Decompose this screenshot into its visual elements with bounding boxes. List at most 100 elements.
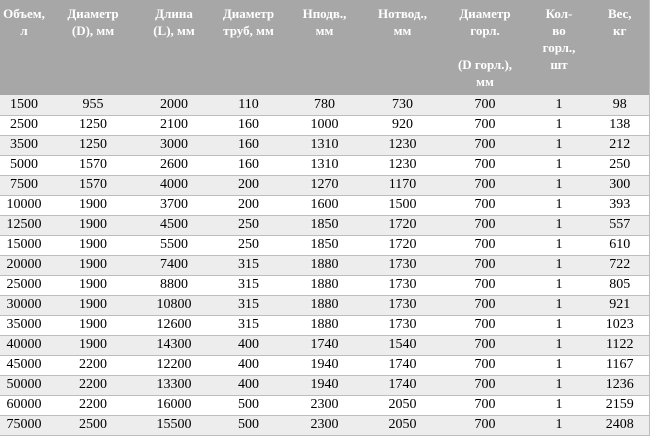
table-cell: 1500 <box>0 95 48 116</box>
table-row: 12500 1900 4500 250 1850 1720 700 1 557 <box>0 215 649 236</box>
table-cell: 700 <box>443 375 527 396</box>
table-cell: 75000 <box>0 415 48 436</box>
table-cell: 200 <box>210 175 287 196</box>
table-cell: 1 <box>527 175 591 196</box>
table-cell: 1900 <box>48 235 138 256</box>
table-cell: 1740 <box>287 335 362 356</box>
table-cell: 13300 <box>138 375 210 396</box>
table-row: 40000 1900 14300 400 1740 1540 700 1 1122 <box>0 335 649 356</box>
table-cell: 1 <box>527 395 591 416</box>
table-cell: 4500 <box>138 215 210 236</box>
table-cell: 1880 <box>287 295 362 316</box>
table-cell: 700 <box>443 135 527 156</box>
table-cell: 700 <box>443 155 527 176</box>
table-cell: 160 <box>210 135 287 156</box>
table-cell: 110 <box>210 95 287 116</box>
column-header-2: Длина (L), мм <box>138 0 210 95</box>
table-cell: 1500 <box>362 195 443 216</box>
table-row: 1500 955 2000 110 780 730 700 1 98 <box>0 95 649 116</box>
table-cell: 12500 <box>0 215 48 236</box>
table-row: 20000 1900 7400 315 1880 1730 700 1 722 <box>0 255 649 276</box>
table-row: 30000 1900 10800 315 1880 1730 700 1 921 <box>0 295 649 316</box>
table-cell: 1170 <box>362 175 443 196</box>
table-cell: 700 <box>443 215 527 236</box>
table-cell: 16000 <box>138 395 210 416</box>
table-row: 3500 1250 3000 160 1310 1230 700 1 212 <box>0 135 649 156</box>
table-body: 1500 955 2000 110 780 730 700 1 98 2500 1250 2100 16… <box>0 95 649 436</box>
table-cell: 610 <box>591 235 649 256</box>
table-cell: 400 <box>210 335 287 356</box>
table-cell: 920 <box>362 115 443 136</box>
table-cell: 700 <box>443 335 527 356</box>
table-cell: 5000 <box>0 155 48 176</box>
table-cell: 700 <box>443 255 527 276</box>
table-cell: 200 <box>210 195 287 216</box>
table-cell: 5500 <box>138 235 210 256</box>
table-cell: 1900 <box>48 195 138 216</box>
table-cell: 1250 <box>48 135 138 156</box>
table-cell: 10800 <box>138 295 210 316</box>
table-cell: 138 <box>591 115 649 136</box>
table-cell: 730 <box>362 95 443 116</box>
table-cell: 315 <box>210 255 287 276</box>
table-cell: 1570 <box>48 155 138 176</box>
table-cell: 2408 <box>591 415 649 436</box>
table-cell: 45000 <box>0 355 48 376</box>
table-cell: 2500 <box>48 415 138 436</box>
table-cell: 700 <box>443 415 527 436</box>
table-cell: 1900 <box>48 275 138 296</box>
table-cell: 780 <box>287 95 362 116</box>
table-cell: 700 <box>443 295 527 316</box>
table-cell: 500 <box>210 395 287 416</box>
table-cell: 2200 <box>48 355 138 376</box>
table-cell: 50000 <box>0 375 48 396</box>
table-row: 15000 1900 5500 250 1850 1720 700 1 610 <box>0 235 649 256</box>
table-cell: 25000 <box>0 275 48 296</box>
table-cell: 1730 <box>362 295 443 316</box>
table-cell: 393 <box>591 195 649 216</box>
table-cell: 1900 <box>48 295 138 316</box>
table-row: 7500 1570 4000 200 1270 1170 700 1 300 <box>0 175 649 196</box>
table-cell: 1 <box>527 215 591 236</box>
table-cell: 315 <box>210 295 287 316</box>
table-cell: 1 <box>527 375 591 396</box>
table-cell: 1 <box>527 415 591 436</box>
table-cell: 722 <box>591 255 649 276</box>
table-cell: 700 <box>443 235 527 256</box>
table-cell: 1880 <box>287 275 362 296</box>
table-cell: 60000 <box>0 395 48 416</box>
table-cell: 921 <box>591 295 649 316</box>
table-cell: 1900 <box>48 215 138 236</box>
column-header-1: Диаметр (D), мм <box>48 0 138 95</box>
table-cell: 1270 <box>287 175 362 196</box>
table-cell: 1023 <box>591 315 649 336</box>
column-header-6: Диаметр горл. (D горл.), мм <box>443 0 527 95</box>
table-cell: 1 <box>527 295 591 316</box>
table-cell: 4000 <box>138 175 210 196</box>
spec-table: Объем, л Диаметр (D), мм Длина (L), мм Диам… <box>0 0 650 436</box>
column-header-5: Нотвод., мм <box>362 0 443 95</box>
table-cell: 12600 <box>138 315 210 336</box>
table-cell: 1 <box>527 275 591 296</box>
table-cell: 1230 <box>362 135 443 156</box>
table-cell: 2050 <box>362 395 443 416</box>
table-cell: 7400 <box>138 255 210 276</box>
table-cell: 3700 <box>138 195 210 216</box>
table-cell: 98 <box>591 95 649 116</box>
column-header-8: Вес, кг <box>591 0 649 95</box>
table-cell: 2600 <box>138 155 210 176</box>
table-cell: 1310 <box>287 135 362 156</box>
table-cell: 30000 <box>0 295 48 316</box>
table-cell: 700 <box>443 195 527 216</box>
column-header-4: Нподв., мм <box>287 0 362 95</box>
table-cell: 700 <box>443 315 527 336</box>
table-cell: 300 <box>591 175 649 196</box>
table-cell: 35000 <box>0 315 48 336</box>
table-cell: 1 <box>527 255 591 276</box>
table-cell: 1 <box>527 135 591 156</box>
table-cell: 1 <box>527 155 591 176</box>
table-cell: 1850 <box>287 215 362 236</box>
table-cell: 1720 <box>362 235 443 256</box>
table-cell: 1720 <box>362 215 443 236</box>
table-cell: 160 <box>210 155 287 176</box>
